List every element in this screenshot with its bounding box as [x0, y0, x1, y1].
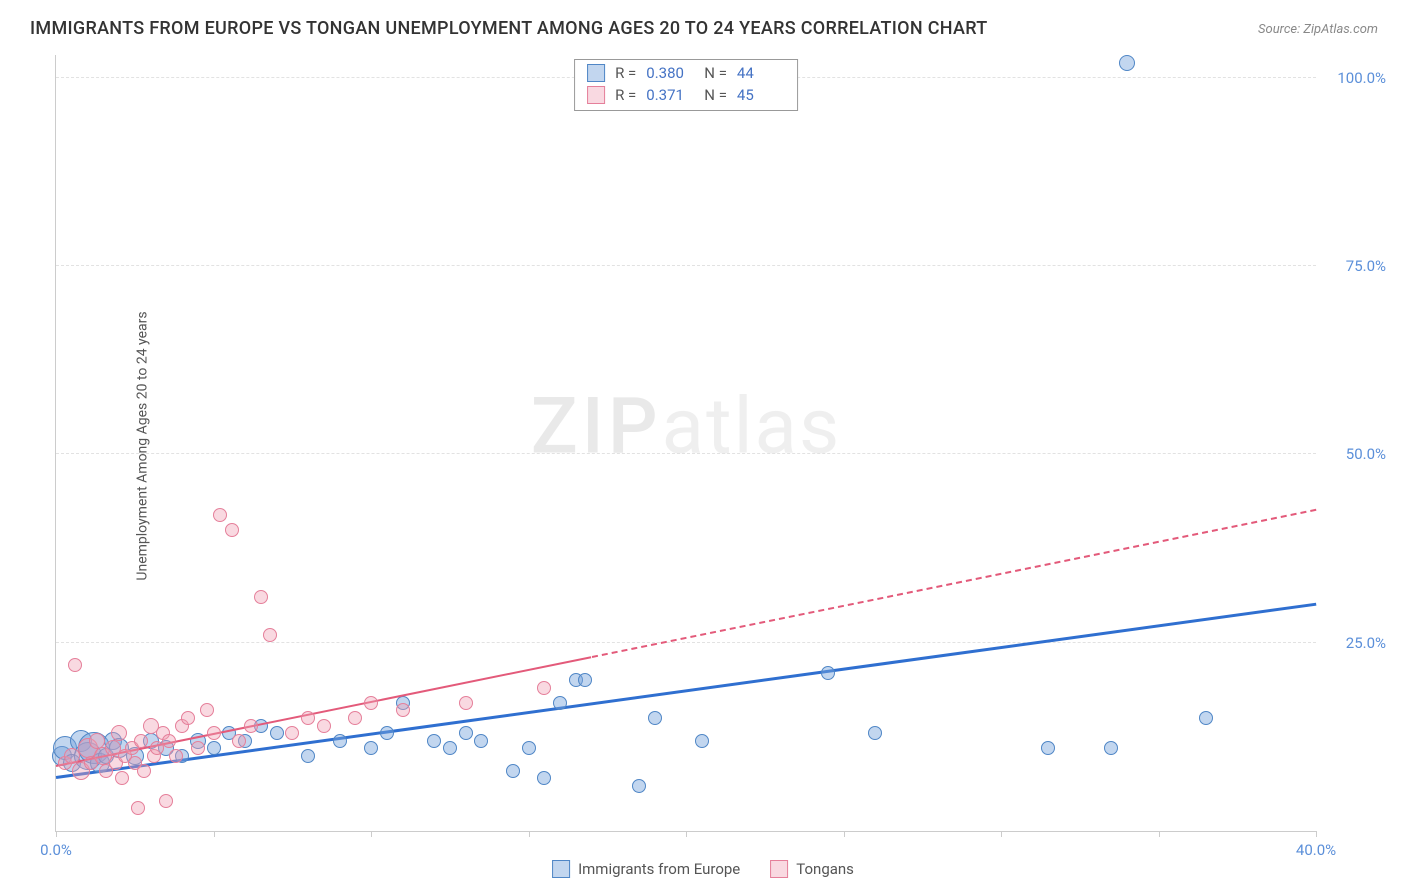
series-legend-item: Immigrants from Europe	[552, 860, 740, 878]
data-point	[1119, 55, 1135, 71]
x-tick-label: 0.0%	[40, 841, 72, 859]
data-point	[150, 741, 164, 755]
data-point	[348, 711, 362, 725]
x-tick	[1316, 831, 1317, 837]
data-point	[459, 726, 473, 740]
watermark: ZIPatlas	[531, 382, 842, 473]
series-legend-label: Immigrants from Europe	[578, 860, 740, 878]
x-tick-label: 40.0%	[1296, 841, 1336, 859]
watermark-atlas: atlas	[662, 382, 842, 473]
data-point	[1041, 741, 1055, 755]
x-tick	[1159, 831, 1160, 837]
series-legend-item: Tongans	[770, 860, 854, 878]
series-legend-label: Tongans	[796, 860, 854, 878]
data-point	[111, 725, 127, 741]
r-value: 0.371	[646, 86, 694, 104]
gridline	[56, 642, 1316, 643]
data-point	[232, 734, 246, 748]
data-point	[131, 801, 145, 815]
x-tick	[56, 831, 57, 837]
y-tick-label: 25.0%	[1326, 634, 1386, 652]
r-label: R =	[615, 86, 636, 104]
r-label: R =	[615, 64, 636, 82]
source-attribution: Source: ZipAtlas.com	[1258, 22, 1378, 37]
data-point	[868, 726, 882, 740]
data-point	[821, 666, 835, 680]
data-point	[443, 741, 457, 755]
data-point	[68, 658, 82, 672]
data-point	[459, 696, 473, 710]
data-point	[181, 711, 195, 725]
legend-swatch	[587, 86, 605, 104]
gridline	[56, 265, 1316, 266]
data-point	[1199, 711, 1213, 725]
correlation-legend: R = 0.380 N = 44 R = 0.371 N = 45	[574, 59, 798, 111]
data-point	[263, 628, 277, 642]
data-point	[137, 764, 151, 778]
data-point	[578, 673, 592, 687]
legend-swatch	[587, 64, 605, 82]
correlation-legend-row: R = 0.380 N = 44	[587, 62, 785, 84]
plot-area: ZIPatlas R =0.380N =44R =0.371N =45 25.0…	[55, 55, 1316, 832]
data-point	[427, 734, 441, 748]
data-point	[648, 711, 662, 725]
data-point	[301, 711, 315, 725]
data-point	[1104, 741, 1118, 755]
x-tick	[844, 831, 845, 837]
data-point	[191, 741, 205, 755]
data-point	[115, 771, 129, 785]
n-label: N =	[704, 86, 727, 104]
series-legend: Immigrants from Europe Tongans	[552, 860, 854, 878]
data-point	[301, 749, 315, 763]
data-point	[537, 771, 551, 785]
y-tick-label: 100.0%	[1326, 69, 1386, 87]
data-point	[159, 794, 173, 808]
y-tick-label: 75.0%	[1326, 257, 1386, 275]
trend-line-projected	[591, 509, 1316, 658]
data-point	[553, 696, 567, 710]
data-point	[522, 741, 536, 755]
data-point	[364, 741, 378, 755]
data-point	[270, 726, 284, 740]
data-point	[200, 703, 214, 717]
data-point	[333, 734, 347, 748]
x-tick	[371, 831, 372, 837]
data-point	[380, 726, 394, 740]
data-point	[225, 523, 239, 537]
data-point	[474, 734, 488, 748]
chart-title: IMMIGRANTS FROM EUROPE VS TONGAN UNEMPLO…	[30, 18, 988, 39]
correlation-legend-row: R = 0.371 N = 45	[587, 84, 785, 106]
data-point	[506, 764, 520, 778]
data-point	[317, 719, 331, 733]
data-point	[396, 703, 410, 717]
data-point	[537, 681, 551, 695]
r-value: 0.380	[646, 64, 694, 82]
legend-swatch	[552, 860, 570, 878]
x-tick	[686, 831, 687, 837]
data-point	[207, 741, 221, 755]
watermark-zip: ZIP	[531, 382, 662, 473]
n-value: 45	[737, 86, 785, 104]
x-tick	[214, 831, 215, 837]
data-point	[254, 590, 268, 604]
data-point	[162, 734, 176, 748]
data-point	[632, 779, 646, 793]
data-point	[695, 734, 709, 748]
data-point	[213, 508, 227, 522]
legend-swatch	[770, 860, 788, 878]
data-point	[364, 696, 378, 710]
data-point	[285, 726, 299, 740]
x-tick	[1001, 831, 1002, 837]
data-point	[169, 749, 183, 763]
data-point	[207, 726, 221, 740]
n-value: 44	[737, 64, 785, 82]
y-tick-label: 50.0%	[1326, 445, 1386, 463]
n-label: N =	[704, 64, 727, 82]
x-tick	[529, 831, 530, 837]
gridline	[56, 453, 1316, 454]
data-point	[244, 719, 258, 733]
data-point	[134, 734, 148, 748]
trend-line	[56, 602, 1316, 778]
